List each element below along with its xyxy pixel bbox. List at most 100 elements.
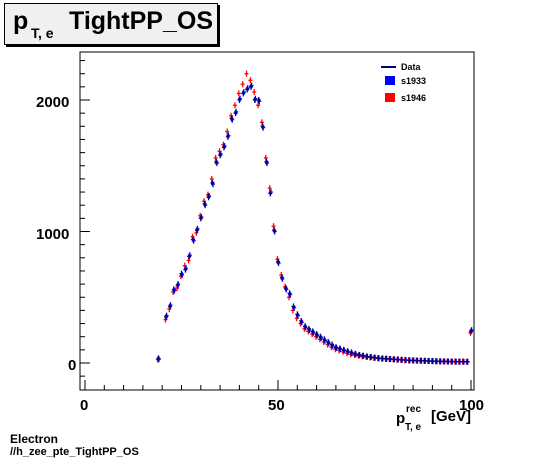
data-point (191, 236, 196, 243)
data-point (306, 325, 311, 332)
data-point (241, 90, 246, 97)
s1946-point (267, 185, 272, 192)
data-point (252, 97, 257, 103)
data-point (399, 356, 404, 363)
xaxis-label-sub: T, e (405, 422, 422, 433)
data-points (155, 70, 474, 365)
data-point (218, 152, 223, 159)
data-point (272, 227, 277, 234)
data-point (345, 348, 350, 355)
legend-s1946-label: s1946 (401, 93, 426, 103)
ytick-label-2000: 2000 (36, 94, 69, 111)
data-point (214, 158, 219, 165)
axis-ticks (80, 60, 472, 390)
data-point (445, 358, 450, 365)
data-point (167, 303, 172, 310)
data-point (384, 355, 389, 362)
footer-electron: Electron (10, 432, 59, 446)
data-point (256, 97, 261, 103)
data-point (318, 333, 323, 340)
s1946-point (244, 70, 249, 77)
data-point (403, 356, 408, 363)
data-point (418, 357, 423, 364)
data-point (469, 328, 473, 335)
data-point (330, 341, 335, 348)
data-point (353, 350, 358, 357)
title-main: TightPP_OS (69, 7, 214, 35)
ytick-label-0: 0 (68, 357, 76, 374)
data-point (414, 357, 419, 364)
data-point (279, 274, 284, 281)
data-point (264, 158, 269, 165)
data-point (187, 253, 192, 260)
data-point (449, 358, 454, 365)
data-point (229, 115, 234, 122)
data-point (461, 358, 466, 365)
data-point (164, 313, 169, 320)
data-point (434, 358, 439, 365)
legend-s1933-label: s1933 (401, 76, 426, 86)
data-point (245, 86, 250, 93)
data-point (357, 351, 362, 358)
data-point (426, 357, 431, 364)
data-point (372, 354, 377, 361)
data-point (210, 179, 215, 186)
data-point (221, 144, 226, 151)
data-point (295, 311, 300, 318)
legend: Data s1933 s1946 (381, 62, 426, 103)
data-point (175, 282, 180, 289)
data-point (287, 290, 292, 297)
data-point (233, 110, 238, 117)
data-point (349, 349, 354, 356)
xaxis-label: p (396, 410, 405, 427)
data-point (314, 331, 319, 338)
data-point (225, 133, 230, 140)
data-point (260, 123, 265, 130)
ytick-label-1000: 1000 (36, 226, 69, 243)
data-point (438, 358, 443, 365)
data-point (391, 356, 396, 363)
legend-s1946-swatch (385, 93, 395, 102)
data-point (364, 353, 369, 360)
xaxis-label-unit: [GeV] (431, 408, 471, 425)
title-prefix: p (13, 7, 29, 35)
xtick-label-100: 100 (459, 397, 484, 414)
plot-frame (79, 51, 475, 391)
footer-histogram-path: //h_zee_pte_TightPP_OS (10, 446, 139, 458)
data-point (341, 346, 346, 353)
data-point (407, 357, 412, 364)
data-point (465, 358, 470, 365)
xaxis-label-sup: rec (406, 404, 421, 415)
data-point (268, 190, 273, 197)
data-point (156, 355, 161, 362)
data-point (326, 338, 331, 345)
title-subscript: T, e (31, 25, 54, 41)
s1946-point (252, 89, 257, 96)
s1946-point (225, 128, 230, 135)
data-point (171, 286, 176, 293)
data-point (198, 215, 203, 222)
data-point (430, 358, 435, 365)
data-point (411, 357, 416, 364)
data-point (299, 317, 304, 324)
data-point (310, 328, 315, 335)
data-point (202, 200, 207, 207)
xtick-label-50: 50 (268, 397, 285, 414)
xtick-label-0: 0 (80, 397, 88, 414)
data-point (441, 358, 446, 365)
data-point (248, 83, 253, 90)
data-point (333, 344, 338, 351)
data-point (368, 353, 373, 360)
data-point (453, 358, 458, 365)
data-point (360, 352, 365, 359)
data-point (376, 355, 381, 362)
data-point (380, 355, 385, 362)
s1946-point (240, 81, 245, 88)
s1946-point (256, 102, 261, 109)
data-point (422, 357, 427, 364)
data-point (206, 194, 211, 201)
s1946-point (236, 90, 241, 97)
s1946-point (248, 77, 253, 84)
data-point (276, 258, 280, 265)
